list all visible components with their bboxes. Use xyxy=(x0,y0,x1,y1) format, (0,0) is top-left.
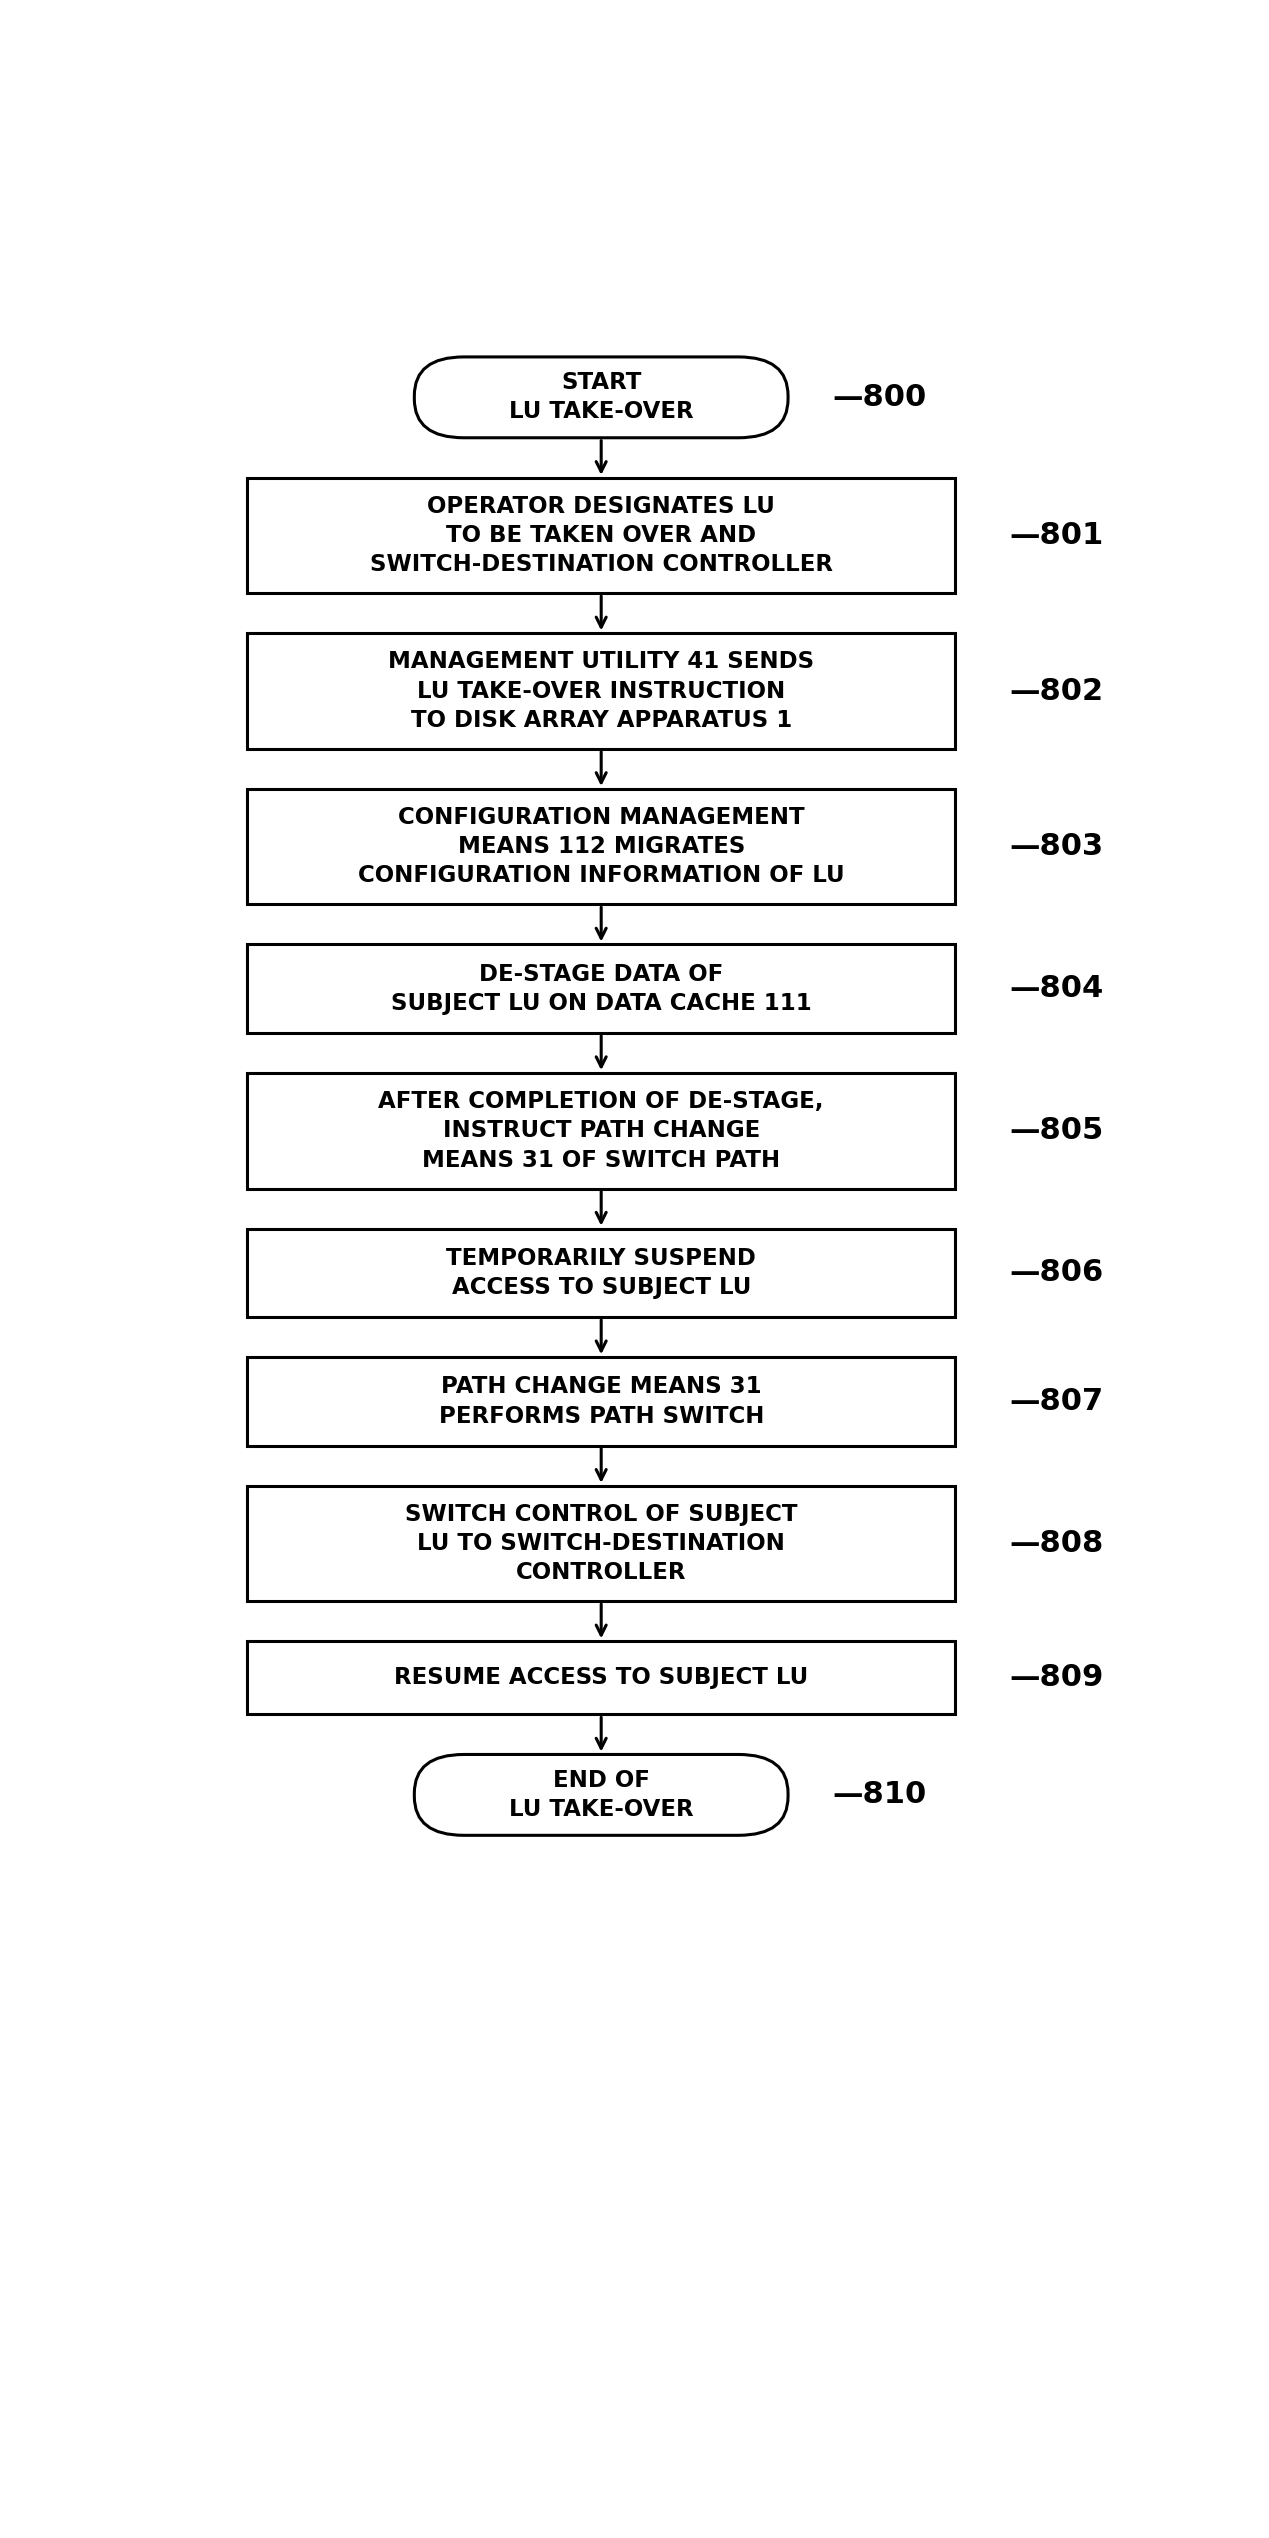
Text: —802: —802 xyxy=(1009,678,1104,706)
FancyBboxPatch shape xyxy=(247,1074,956,1188)
Text: TEMPORARILY SUSPEND
ACCESS TO SUBJECT LU: TEMPORARILY SUSPEND ACCESS TO SUBJECT LU xyxy=(447,1246,756,1299)
Text: MANAGEMENT UTILITY 41 SENDS
LU TAKE-OVER INSTRUCTION
TO DISK ARRAY APPARATUS 1: MANAGEMENT UTILITY 41 SENDS LU TAKE-OVER… xyxy=(388,650,815,731)
FancyBboxPatch shape xyxy=(247,1485,956,1601)
Text: PATH CHANGE MEANS 31
PERFORMS PATH SWITCH: PATH CHANGE MEANS 31 PERFORMS PATH SWITC… xyxy=(439,1376,764,1426)
Text: AFTER COMPLETION OF DE-STAGE,
INSTRUCT PATH CHANGE
MEANS 31 OF SWITCH PATH: AFTER COMPLETION OF DE-STAGE, INSTRUCT P… xyxy=(378,1089,824,1173)
Text: DE-STAGE DATA OF
SUBJECT LU ON DATA CACHE 111: DE-STAGE DATA OF SUBJECT LU ON DATA CACH… xyxy=(391,962,812,1015)
Text: SWITCH CONTROL OF SUBJECT
LU TO SWITCH-DESTINATION
CONTROLLER: SWITCH CONTROL OF SUBJECT LU TO SWITCH-D… xyxy=(405,1502,797,1584)
Text: —804: —804 xyxy=(1009,975,1104,1003)
Text: —800: —800 xyxy=(832,383,926,411)
FancyBboxPatch shape xyxy=(247,944,956,1033)
FancyBboxPatch shape xyxy=(247,634,956,749)
FancyBboxPatch shape xyxy=(247,477,956,594)
Text: —805: —805 xyxy=(1009,1117,1104,1145)
FancyBboxPatch shape xyxy=(247,1358,956,1447)
Text: OPERATOR DESIGNATES LU
TO BE TAKEN OVER AND
SWITCH-DESTINATION CONTROLLER: OPERATOR DESIGNATES LU TO BE TAKEN OVER … xyxy=(369,495,832,576)
Text: —807: —807 xyxy=(1009,1386,1104,1416)
Text: —810: —810 xyxy=(832,1779,926,1810)
Text: —806: —806 xyxy=(1009,1259,1104,1287)
Text: RESUME ACCESS TO SUBJECT LU: RESUME ACCESS TO SUBJECT LU xyxy=(395,1667,808,1690)
Text: —809: —809 xyxy=(1009,1662,1104,1693)
Text: —808: —808 xyxy=(1009,1528,1104,1558)
Text: —803: —803 xyxy=(1009,832,1104,860)
FancyBboxPatch shape xyxy=(247,1228,956,1317)
Text: CONFIGURATION MANAGEMENT
MEANS 112 MIGRATES
CONFIGURATION INFORMATION OF LU: CONFIGURATION MANAGEMENT MEANS 112 MIGRA… xyxy=(358,807,844,888)
Text: —801: —801 xyxy=(1009,520,1104,551)
FancyBboxPatch shape xyxy=(415,1754,788,1835)
Text: START
LU TAKE-OVER: START LU TAKE-OVER xyxy=(509,371,693,424)
FancyBboxPatch shape xyxy=(415,358,788,437)
FancyBboxPatch shape xyxy=(247,1642,956,1716)
FancyBboxPatch shape xyxy=(247,789,956,904)
Text: END OF
LU TAKE-OVER: END OF LU TAKE-OVER xyxy=(509,1769,693,1822)
